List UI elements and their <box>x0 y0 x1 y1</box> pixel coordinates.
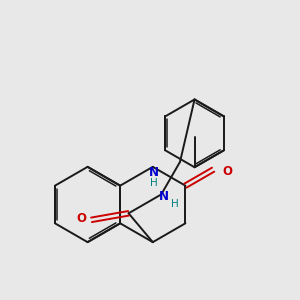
Text: H: H <box>150 178 158 188</box>
Text: O: O <box>76 212 87 225</box>
Text: N: N <box>149 166 159 179</box>
Text: H: H <box>171 200 179 209</box>
Text: O: O <box>222 165 232 178</box>
Text: N: N <box>159 190 169 203</box>
